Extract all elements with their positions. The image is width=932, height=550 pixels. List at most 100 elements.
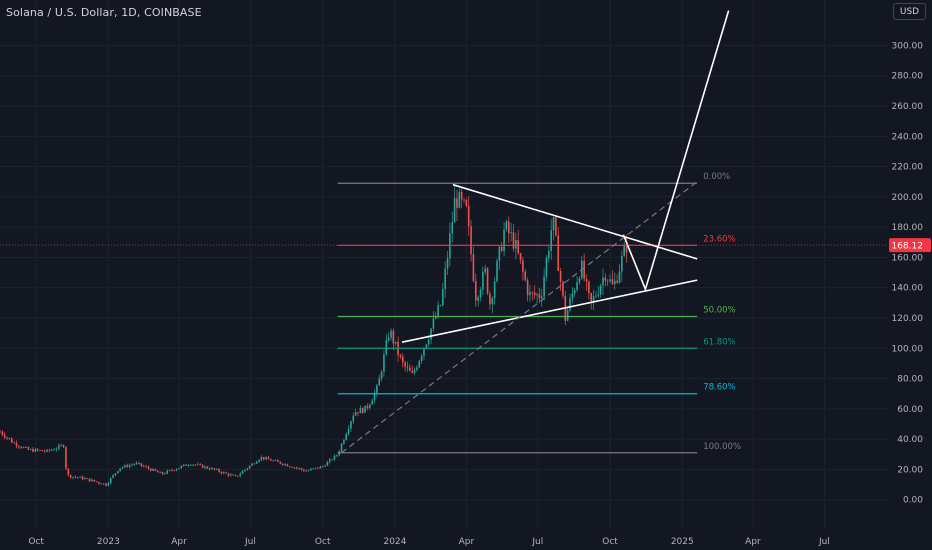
- candle-body: [121, 467, 124, 469]
- fib-level-label: 100.00%: [703, 442, 741, 452]
- fib-level-label: 78.60%: [703, 383, 735, 393]
- price-tick-label: 240.00: [892, 132, 924, 142]
- candle-body: [0, 431, 1, 433]
- candle-body: [173, 470, 176, 472]
- candle-body: [291, 466, 293, 468]
- candle-body: [98, 482, 100, 484]
- candle-body: [427, 339, 430, 345]
- candle-body: [81, 476, 84, 480]
- candle-body: [472, 254, 475, 282]
- candle-body: [503, 229, 505, 252]
- candle-body: [244, 469, 246, 472]
- candle-body: [166, 470, 169, 474]
- candle-body: [479, 289, 482, 298]
- candle-body: [251, 463, 253, 466]
- candle-body: [333, 455, 336, 460]
- candle-body: [352, 415, 355, 422]
- time-tick-label: 2025: [671, 537, 694, 547]
- candle-body: [41, 450, 44, 452]
- candle-body: [128, 465, 131, 467]
- candle-body: [274, 460, 277, 462]
- candles: [0, 185, 628, 487]
- candle-body: [566, 310, 569, 321]
- candle-body: [112, 475, 114, 478]
- candle-body: [536, 294, 538, 296]
- candle-body: [171, 470, 173, 471]
- candle-body: [463, 199, 465, 201]
- candle-body: [625, 245, 628, 253]
- candle-body: [340, 443, 343, 452]
- candle-body: [524, 271, 527, 281]
- candle-body: [529, 292, 531, 296]
- candle-body: [133, 464, 136, 465]
- candle-body: [505, 221, 508, 230]
- candle-body: [385, 340, 388, 355]
- candle-body: [376, 385, 378, 393]
- candle-body: [621, 255, 623, 272]
- candle-body: [114, 473, 117, 476]
- candle-body: [27, 447, 30, 450]
- candle-body: [347, 428, 350, 435]
- candle-body: [418, 360, 421, 368]
- candle-body: [6, 437, 8, 439]
- candle-body: [105, 483, 107, 486]
- candle-body: [310, 468, 312, 471]
- time-tick-label: Jul: [818, 537, 830, 547]
- candle-body: [187, 465, 190, 466]
- candle-body: [3, 434, 6, 438]
- candle-body: [100, 483, 103, 485]
- price-tick-label: 60.00: [897, 405, 923, 415]
- candle-body: [453, 198, 456, 223]
- candle-body: [119, 468, 121, 472]
- candle-body: [43, 451, 46, 452]
- candle-body: [305, 470, 308, 472]
- candle-body: [606, 280, 609, 282]
- candle-body: [86, 478, 88, 480]
- candle-body: [609, 279, 611, 282]
- candle-body: [131, 464, 133, 466]
- candle-body: [199, 464, 202, 466]
- candle-body: [91, 479, 93, 482]
- candle-body: [55, 448, 58, 450]
- candle-body: [399, 354, 402, 357]
- candle-body: [293, 467, 296, 469]
- candle-body: [569, 298, 571, 311]
- candle-body: [29, 449, 32, 450]
- candle-body: [194, 464, 197, 466]
- current-price-label: 168.12: [892, 242, 924, 252]
- candle-body: [62, 445, 65, 448]
- candle-body: [295, 467, 298, 469]
- candle-body: [474, 281, 477, 301]
- candle-body: [573, 290, 576, 294]
- candle-body: [425, 344, 428, 349]
- candle-body: [533, 292, 536, 296]
- candle-body: [392, 330, 395, 344]
- time-tick-label: Oct: [315, 537, 331, 547]
- candle-body: [149, 468, 152, 471]
- candle-body: [491, 298, 494, 305]
- candle-body: [588, 281, 590, 294]
- price-tick-label: 280.00: [892, 72, 924, 82]
- candle-body: [272, 460, 275, 462]
- currency-button[interactable]: USD: [893, 3, 926, 20]
- candle-body: [319, 466, 322, 469]
- candle-body: [522, 260, 524, 272]
- candle-body: [484, 268, 487, 272]
- candle-body: [107, 483, 110, 486]
- candle-body: [467, 205, 470, 227]
- candle-body: [1, 431, 4, 435]
- candle-body: [604, 277, 607, 281]
- candle-body: [406, 366, 409, 368]
- price-tick-label: 300.00: [892, 41, 924, 51]
- time-tick-label: Apr: [459, 537, 475, 547]
- candle-body: [364, 405, 366, 413]
- price-tick-label: 260.00: [892, 102, 924, 112]
- candle-body: [378, 378, 381, 386]
- candle-body: [404, 362, 406, 367]
- candle-body: [446, 258, 449, 269]
- candle-body: [185, 464, 187, 466]
- candle-body: [413, 370, 416, 373]
- candle-body: [430, 328, 432, 340]
- candle-body: [409, 367, 411, 372]
